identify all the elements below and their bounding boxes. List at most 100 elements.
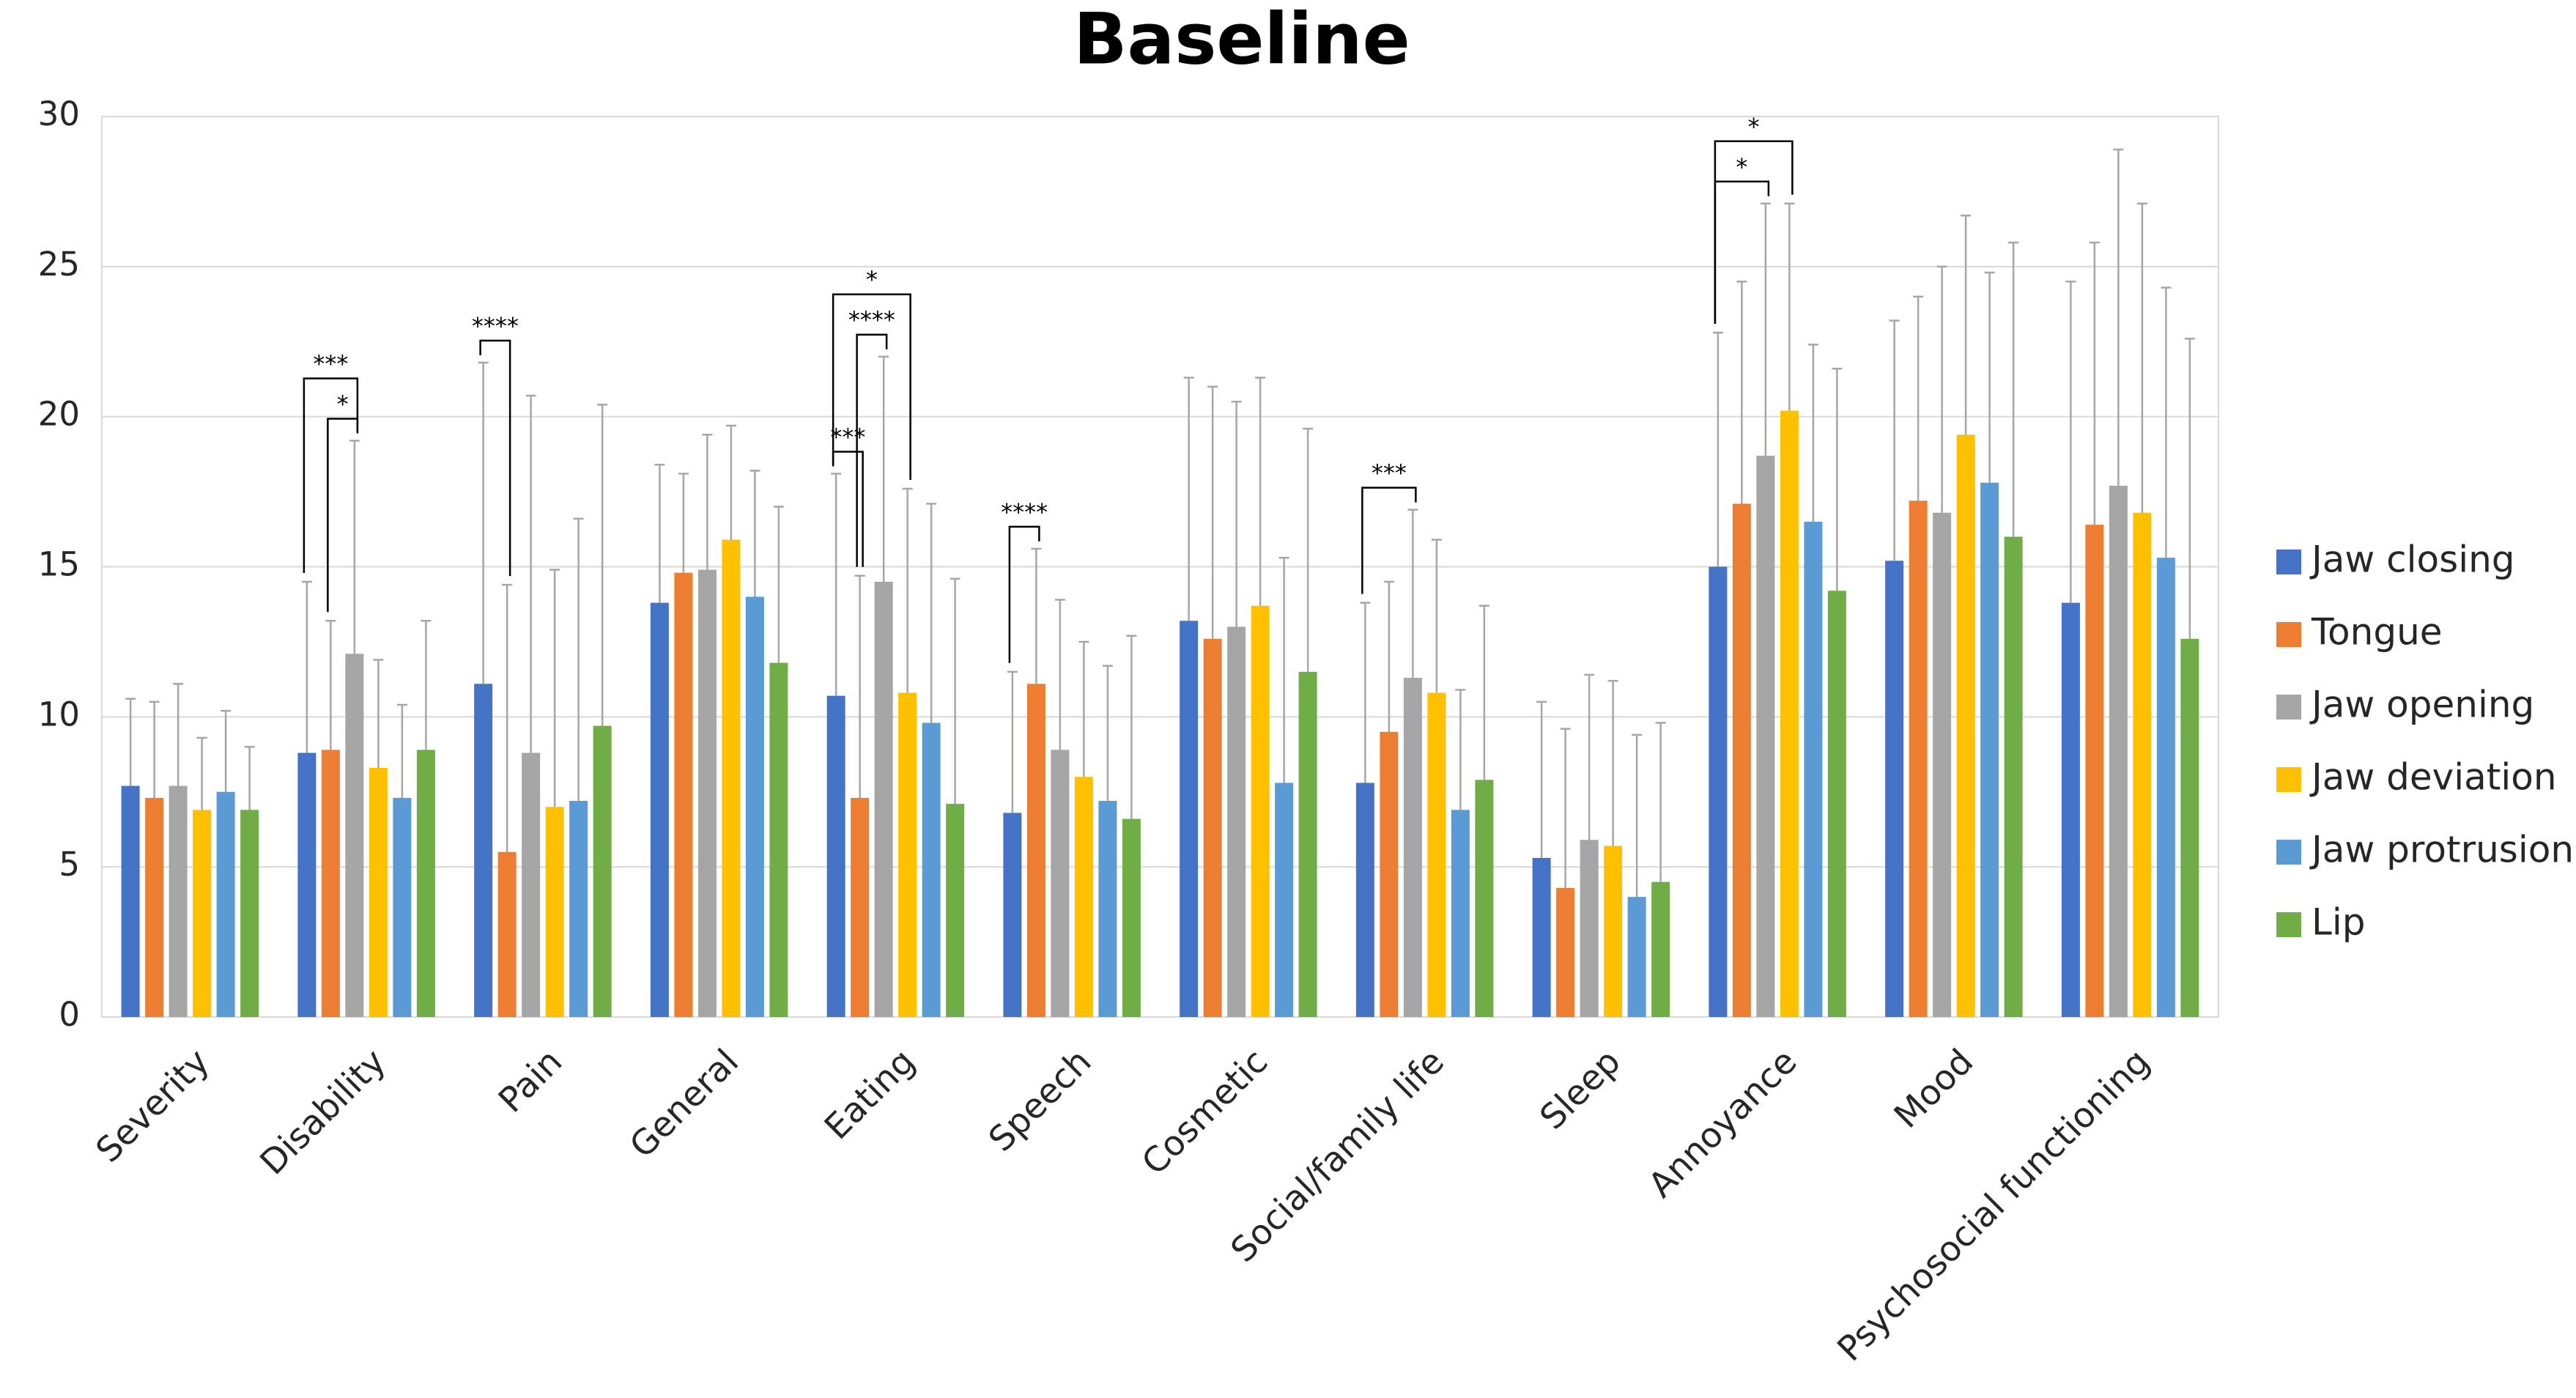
bar [1885,561,1904,1017]
bar [522,752,541,1017]
bar [1627,897,1646,1017]
bar [2180,638,2199,1017]
bar [2109,485,2128,1017]
bar [216,791,235,1017]
bar [1956,434,1975,1017]
significance-label: **** [1001,498,1048,526]
bar [497,851,517,1017]
legend-swatch [2276,912,2301,937]
legend-label: Jaw protrusion [2309,829,2574,871]
significance-label: *** [1372,459,1407,487]
bar [193,810,212,1017]
significance-label: *** [830,424,865,451]
legend-swatch [2276,840,2301,865]
legend-swatch [2276,767,2301,792]
legend-swatch [2276,622,2301,647]
bar [345,654,364,1017]
bar [1203,638,1222,1017]
bar [2156,558,2175,1017]
y-tick-label: 15 [38,545,80,584]
bar [1756,455,1775,1017]
bar [297,752,317,1017]
legend-label: Tongue [2311,611,2443,654]
bar [722,539,741,1017]
bar [2004,536,2023,1017]
bar [1403,678,1422,1017]
bar [1780,410,1799,1017]
bar [922,722,941,1017]
bar [1933,512,1952,1017]
bar [1275,783,1294,1017]
bar [946,804,965,1017]
bar [1532,857,1551,1017]
bar [898,692,917,1017]
legend-label: Jaw opening [2309,684,2534,726]
significance-bracket [1361,487,1417,594]
significance-label: * [1736,153,1747,181]
chart-title: Baseline [1073,0,1410,80]
bar [593,725,612,1017]
legend-label: Jaw deviation [2309,756,2557,799]
bar [1556,887,1575,1017]
bar [1427,692,1446,1017]
bar [745,596,764,1017]
legend-swatch [2276,550,2301,574]
bar [2085,525,2104,1017]
bar [851,797,870,1017]
bar [1580,840,1599,1017]
y-tick-label: 0 [59,995,80,1034]
significance-label: **** [472,312,519,340]
bar [1380,731,1399,1017]
bar [674,572,693,1017]
bar [321,750,340,1017]
bar [1909,500,1928,1017]
bar [650,602,669,1017]
significance-label: * [866,266,878,294]
bar [697,569,717,1017]
significance-label: * [337,390,349,418]
bar [1451,810,1470,1017]
y-tick-label: 20 [38,395,80,434]
bar [1298,671,1317,1017]
bar [874,581,893,1017]
bar [826,695,845,1017]
bar [1003,813,1022,1017]
significance-label: **** [848,306,895,334]
bar [1227,626,1246,1017]
bar [545,807,564,1017]
bar [393,797,412,1017]
y-tick-label: 5 [59,845,80,884]
bar [1732,503,1751,1017]
bar [240,810,259,1017]
significance-label: *** [313,350,348,377]
legend-label: Lip [2312,901,2366,944]
bar [1804,522,1823,1017]
bar [569,801,588,1017]
bar [1251,605,1270,1017]
bar [769,662,788,1017]
significance-label: * [1748,113,1760,141]
bar [416,750,435,1017]
y-tick-label: 30 [38,95,80,133]
significance-bracket [479,339,511,577]
bar [1709,566,1728,1017]
y-tick-label: 25 [38,245,80,284]
bar [1604,846,1623,1017]
bar [1026,684,1045,1017]
significance-bracket [856,333,888,567]
bar [121,785,140,1017]
bar [369,767,388,1017]
bar [1074,777,1093,1017]
bar [1051,750,1070,1017]
bar [2133,512,2152,1017]
legend-label: Jaw closing [2309,539,2515,581]
bar [1122,818,1141,1017]
bar [145,797,164,1017]
bar [1980,482,1999,1017]
bar [1355,783,1374,1017]
bar [1651,881,1670,1017]
bar [169,785,188,1017]
legend-swatch [2276,695,2301,720]
